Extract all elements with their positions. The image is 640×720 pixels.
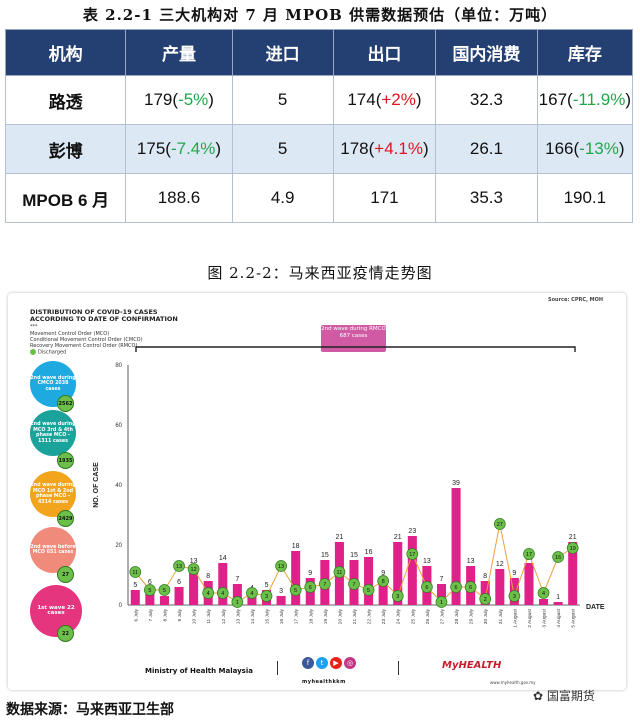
cell-production: 179(-5%) <box>125 75 233 125</box>
rmco-banner: 2nd wave during RMCO 687 cases <box>321 325 386 352</box>
myhealth-url: www.myhealth.gov.my <box>490 680 536 685</box>
figure-caption: 图 2.2-2：马来西亚疫情走势图 <box>207 264 433 282</box>
footer-separator <box>398 661 399 675</box>
legend-rmco: Recovery Movement Control Order (RMCO) <box>30 343 138 349</box>
cell-export: 178(+4.1%) <box>332 124 437 174</box>
cell-export: 174(+2%) <box>332 75 437 125</box>
wave-discharged-badge: 27 <box>57 566 74 583</box>
table-row: 彭博 175(-7.4%) 5 178(+4.1%) 26.1 166(-13%… <box>4 124 634 174</box>
watermark: ✿ 国富期货 <box>533 689 595 703</box>
col-header-org: 机构 <box>4 29 127 76</box>
wave-discharged-badge: 2562 <box>57 395 74 412</box>
wave-discharged-badge: 2429 <box>57 510 74 527</box>
infographic-panel <box>8 293 626 690</box>
instagram-icon: ◎ <box>344 657 356 669</box>
cell-consumption: 35.3 <box>435 173 538 223</box>
col-header-stock: 库存 <box>536 29 634 76</box>
wave-circle-first: 1st wave 22 cases <box>30 585 82 637</box>
table-header-row: 机构 产量 进口 出口 国内消费 库存 <box>4 29 634 76</box>
data-source: 数据来源：马来西亚卫生部 <box>6 702 174 718</box>
cell-production: 175(-7.4%) <box>125 124 233 174</box>
col-header-export: 出口 <box>332 29 437 76</box>
table-row: MPOB 6 月 188.6 4.9 171 35.3 190.1 <box>4 173 634 223</box>
infographic-title: DISTRIBUTION OF COVID-19 CASES ACCORDING… <box>30 308 178 323</box>
cell-stock: 166(-13%) <box>536 124 634 174</box>
discharged-dot-icon <box>30 349 36 355</box>
cell-consumption: 32.3 <box>435 75 538 125</box>
cell-import: 5 <box>231 75 334 125</box>
cell-consumption: 26.1 <box>435 124 538 174</box>
cell-stock: 190.1 <box>536 173 634 223</box>
cell-import: 4.9 <box>231 173 334 223</box>
wave-circle-before-mco: 2nd wave before MCO 651 cases <box>30 527 76 573</box>
col-header-import: 进口 <box>231 29 334 76</box>
cell-stock: 167(-11.9%) <box>536 75 634 125</box>
row-org: 彭博 <box>4 124 127 174</box>
twitter-icon: t <box>316 657 328 669</box>
table-caption: 表 2.2-1 三大机构对 7 月 MPOB 供需数据预估（单位：万吨） <box>82 6 558 24</box>
myhealth-logo: MyHEALTH <box>442 660 502 671</box>
wave-discharged-badge: 1935 <box>57 452 74 469</box>
supply-demand-table: 机构 产量 进口 出口 国内消费 库存 路透 179(-5%) 5 174(+2… <box>4 29 634 223</box>
cell-production: 188.6 <box>125 173 233 223</box>
figure-source: Source: CPRC, MOH <box>548 297 604 303</box>
ministry-name: Ministry of Health Malaysia <box>145 667 253 675</box>
legend-cmco: Conditional Movement Control Order (CMCO… <box>30 337 143 343</box>
social-handle: myhealthkkm <box>302 679 346 685</box>
col-header-consumption: 国内消费 <box>435 29 538 76</box>
wave-circle-mco-34: 2nd wave during MCO 3rd & 4th phase MCO … <box>30 410 76 456</box>
cell-import: 5 <box>231 124 334 174</box>
legend-discharged: Discharged <box>30 349 66 356</box>
wave-circle-mco-12: 2nd wave during MCO 1st & 2nd phase MCO … <box>30 471 76 517</box>
legend-stars: *** <box>30 324 38 330</box>
facebook-icon: f <box>302 657 314 669</box>
footer-separator <box>277 661 278 675</box>
row-org: 路透 <box>4 75 127 125</box>
col-header-production: 产量 <box>125 29 233 76</box>
youtube-icon: ▶ <box>330 657 342 669</box>
cell-export: 171 <box>332 173 437 223</box>
table-row: 路透 179(-5%) 5 174(+2%) 32.3 167(-11.9%) <box>4 75 634 125</box>
wechat-icon: ✿ <box>533 689 544 703</box>
wave-discharged-badge: 22 <box>57 625 74 642</box>
legend-mco: Movement Control Order (MCO) <box>30 331 110 337</box>
row-org: MPOB 6 月 <box>4 173 127 223</box>
